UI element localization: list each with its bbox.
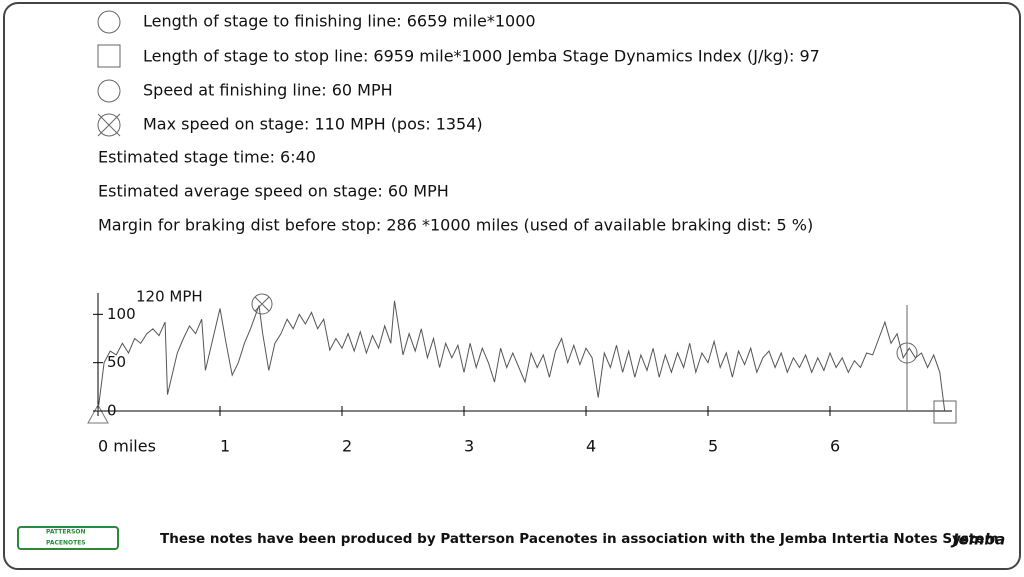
logo-text: PATTERSON xyxy=(46,529,86,536)
start-marker xyxy=(87,403,109,424)
legend-icon xyxy=(97,113,121,137)
brand: Jemba xyxy=(950,531,1005,549)
legend-icon xyxy=(97,113,121,137)
y-axis-label: 120 MPH xyxy=(136,288,203,306)
legend-text: Length of stage to stop line: 6959 mile*… xyxy=(143,47,820,66)
legend-text: Max speed on stage: 110 MPH (pos: 1354) xyxy=(143,115,483,134)
info-text: Estimated stage time: 6:40 xyxy=(98,148,316,167)
x-tick-label: 2 xyxy=(342,437,352,456)
logo-text: PACENOTES xyxy=(46,540,86,547)
frame xyxy=(3,2,1021,570)
legend-icon xyxy=(97,10,121,34)
info-text: Estimated average speed on stage: 60 MPH xyxy=(98,182,449,201)
x-tick-label: 0 miles xyxy=(98,437,156,456)
max-speed-marker xyxy=(254,296,270,312)
legend-icon xyxy=(97,44,121,68)
finish-marker xyxy=(896,342,918,364)
y-tick-label: 50 xyxy=(107,353,126,371)
legend-icon xyxy=(97,79,121,103)
footer: PATTERSON PACENOTES These notes have bee… xyxy=(17,526,1005,550)
logo xyxy=(17,526,119,550)
x-tick-label: 3 xyxy=(464,437,474,456)
stop-marker xyxy=(933,400,957,424)
max-speed-marker xyxy=(251,293,273,315)
x-tick-label: 1 xyxy=(220,437,230,456)
legend-text: Length of stage to finishing line: 6659 … xyxy=(143,12,536,31)
legend-text: Speed at finishing line: 60 MPH xyxy=(143,81,393,100)
x-tick-label: 4 xyxy=(586,437,596,456)
footer-text: These notes have been produced by Patter… xyxy=(160,531,999,547)
x-tick-label: 5 xyxy=(708,437,718,456)
speed-chart: 120 MPH 0 miles 1 2 3 4 5 6 0 50 100 xyxy=(87,288,957,456)
x-tick-label: 6 xyxy=(830,437,840,456)
y-tick-label: 0 xyxy=(107,402,117,420)
y-tick-label: 100 xyxy=(107,305,136,323)
speed-line xyxy=(97,300,946,412)
info-text: Margin for braking dist before stop: 286… xyxy=(98,216,813,235)
